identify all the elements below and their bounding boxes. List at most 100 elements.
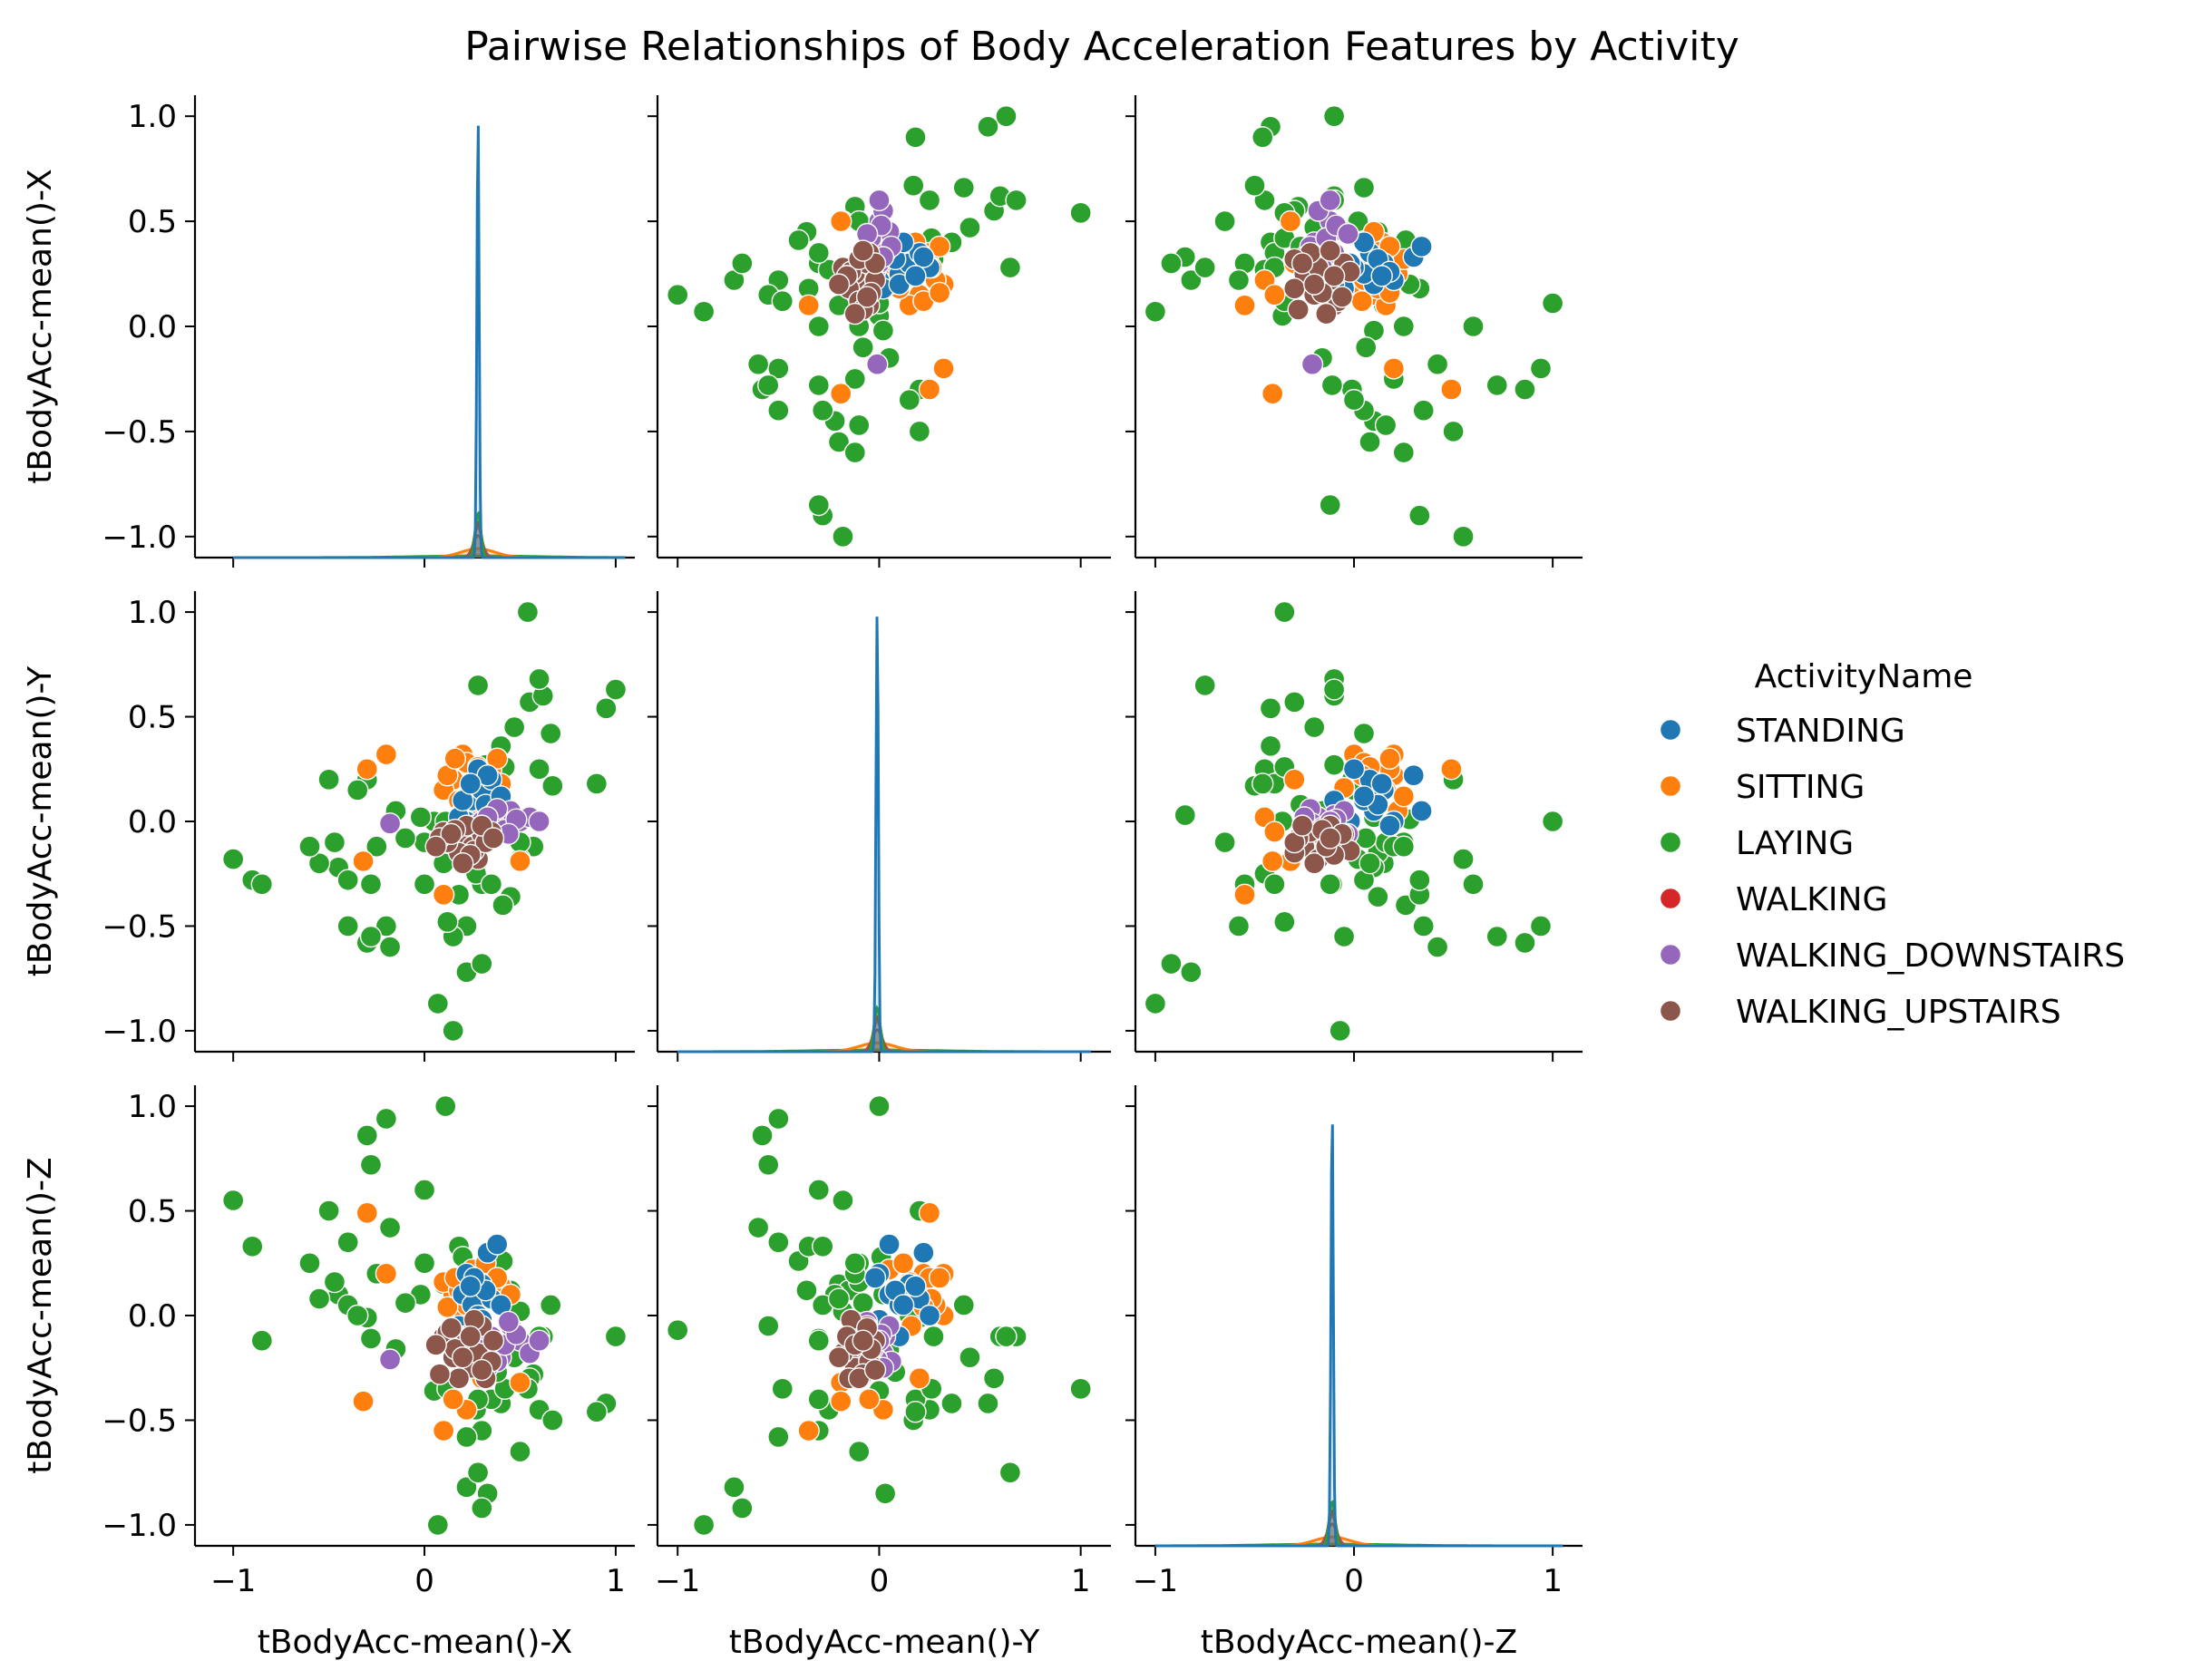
kde-curve-standing — [233, 125, 626, 559]
point-sitting — [1233, 883, 1256, 907]
point-standing — [459, 1275, 482, 1297]
x-axis-label: tBodyAcc-mean()-Y — [729, 1624, 1040, 1661]
y-tick-label: 0.0 — [128, 309, 177, 345]
point-standing — [1370, 265, 1393, 287]
point-laying — [1263, 873, 1286, 896]
point-laying — [807, 315, 830, 338]
point-laying — [959, 1345, 981, 1369]
point-walking_upstairs — [1319, 239, 1341, 262]
point-laying — [977, 115, 999, 138]
point-laying — [1514, 378, 1536, 401]
point-sitting — [1440, 378, 1463, 401]
point-laying — [1529, 357, 1553, 380]
pairplot-panels: 1.0 0.5 0.0 −0.5 −1.0 tBodyAcc-mean()-X 1.0 0.5… — [22, 95, 1583, 1661]
point-laying — [1227, 268, 1251, 292]
point-laying — [692, 300, 716, 323]
point-laying — [1252, 126, 1274, 149]
point-walking_upstairs — [452, 851, 474, 875]
point-laying — [1529, 915, 1553, 937]
legend-item-laying: LAYING — [1659, 825, 1854, 862]
kde-fill-walking_downstairs — [1154, 1515, 1563, 1546]
point-laying — [336, 915, 359, 937]
legend-item-walking_upstairs: WALKING_UPSTAIRS — [1659, 994, 2061, 1031]
x-tick-label: 0 — [414, 1563, 434, 1599]
point-laying — [466, 674, 490, 697]
point-laying — [604, 678, 628, 701]
point-laying — [1452, 525, 1475, 549]
point-laying — [832, 1189, 854, 1212]
y-tick-label: −1.0 — [102, 1014, 177, 1050]
point-laying — [1193, 256, 1216, 279]
point-laying — [455, 1476, 478, 1499]
point-walking_downstairs — [528, 810, 550, 833]
x-tick-label: 1 — [1543, 1563, 1563, 1599]
point-laying — [959, 216, 981, 239]
point-walking_upstairs — [459, 1325, 482, 1348]
point-laying — [298, 835, 321, 858]
point-laying — [1392, 835, 1416, 858]
point-laying — [757, 374, 780, 397]
point-laying — [502, 715, 526, 739]
point-laying — [298, 1252, 321, 1275]
point-laying — [843, 1252, 866, 1275]
point-laying — [898, 388, 920, 412]
point-laying — [667, 1318, 689, 1342]
legend-marker — [1659, 774, 1682, 798]
point-sitting — [432, 1419, 455, 1442]
point-walking_downstairs — [528, 1329, 550, 1352]
point-sitting — [1440, 758, 1463, 781]
point-walking_upstairs — [843, 302, 866, 325]
point-walking_downstairs — [378, 1348, 402, 1371]
kde-fill-walking — [1154, 1510, 1563, 1546]
point-sitting — [1261, 382, 1284, 405]
point-laying — [902, 174, 925, 197]
point-standing — [1410, 800, 1433, 822]
point-walking_upstairs — [1283, 277, 1306, 300]
point-laying — [1273, 600, 1296, 624]
point-laying — [541, 774, 564, 797]
y-tick-label: −0.5 — [102, 908, 177, 945]
point-laying — [413, 1252, 436, 1275]
point-laying — [1392, 441, 1416, 464]
point-walking_upstairs — [424, 835, 447, 858]
legend-marker — [1659, 830, 1682, 854]
y-tick-label: 0.5 — [128, 1194, 177, 1230]
point-standing — [485, 1233, 509, 1256]
point-laying — [480, 873, 503, 896]
point-standing — [1370, 772, 1393, 795]
point-walking_upstairs — [1287, 298, 1310, 321]
point-laying — [1374, 413, 1398, 437]
point-laying — [359, 873, 383, 896]
point-walking_upstairs — [1322, 265, 1346, 287]
point-laying — [868, 1094, 891, 1118]
x-tick-label: −1 — [1133, 1563, 1178, 1599]
point-laying — [323, 830, 346, 854]
point-laying — [952, 176, 975, 199]
panel-r2-c1: −1 0 1 tBodyAcc-mean()-Y — [648, 1085, 1111, 1661]
point-laying — [807, 374, 830, 397]
point-walking_upstairs — [428, 1363, 452, 1385]
legend-label: STANDING — [1736, 713, 1905, 750]
point-laying — [1273, 910, 1296, 934]
y-tick-label: 0.0 — [128, 804, 177, 840]
point-sitting — [830, 209, 852, 233]
point-walking_downstairs — [497, 1310, 521, 1334]
point-walking_upstairs — [482, 827, 505, 850]
panel-r2-c2: −1 0 1 tBodyAcc-mean()-Z — [1125, 1085, 1583, 1661]
x-tick-label: 0 — [1344, 1563, 1364, 1599]
y-axis-label: tBodyAcc-mean()-Y — [22, 665, 59, 976]
point-laying — [221, 1189, 245, 1212]
point-laying — [375, 1107, 398, 1131]
point-sitting — [830, 382, 852, 405]
point-walking_upstairs — [440, 822, 463, 846]
y-axis-label: tBodyAcc-mean()-X — [22, 169, 59, 484]
point-laying — [723, 1476, 745, 1499]
point-sitting — [932, 357, 955, 380]
point-sitting — [1392, 785, 1416, 808]
point-laying — [1213, 830, 1236, 854]
legend-item-sitting: SITTING — [1659, 769, 1865, 806]
point-sitting — [442, 1388, 464, 1411]
point-walking_upstairs — [452, 1345, 474, 1369]
point-laying — [1243, 174, 1266, 197]
